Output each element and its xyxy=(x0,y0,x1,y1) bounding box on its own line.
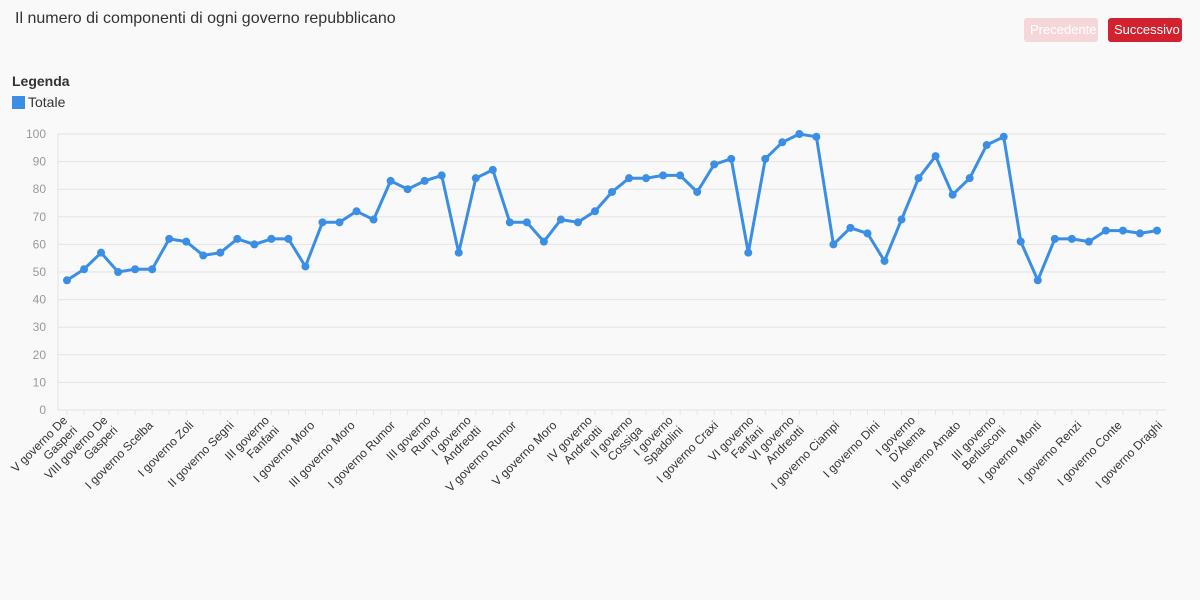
data-point xyxy=(744,248,753,257)
data-point xyxy=(233,234,242,243)
data-point xyxy=(386,176,395,185)
data-point xyxy=(1033,276,1042,285)
data-point xyxy=(880,256,889,265)
data-point xyxy=(284,234,293,243)
data-point xyxy=(659,171,668,180)
data-point xyxy=(1153,226,1161,235)
data-point xyxy=(1118,226,1127,235)
y-tick-label: 100 xyxy=(26,127,46,141)
data-point xyxy=(454,248,463,257)
y-tick-label: 90 xyxy=(33,155,47,169)
data-point xyxy=(556,215,565,224)
y-tick-label: 10 xyxy=(33,375,47,389)
data-point xyxy=(914,174,923,183)
data-point xyxy=(727,154,736,163)
data-point xyxy=(1135,229,1144,238)
legend-swatch xyxy=(12,95,25,109)
y-tick-label: 30 xyxy=(33,320,47,334)
data-point xyxy=(267,234,276,243)
data-point xyxy=(352,207,361,216)
data-point xyxy=(999,132,1008,141)
y-tick-label: 80 xyxy=(33,182,47,196)
series-line-totale xyxy=(65,132,1159,282)
data-point xyxy=(301,262,310,271)
data-point xyxy=(369,215,378,224)
data-point xyxy=(114,268,123,276)
data-point xyxy=(676,171,685,180)
data-point xyxy=(488,165,497,174)
previous-button[interactable]: Precedente xyxy=(1024,18,1098,42)
data-point xyxy=(403,185,412,194)
legend-title: Legenda xyxy=(12,73,70,89)
chart-title: Il numero di componenti di ogni governo … xyxy=(15,10,396,27)
data-point xyxy=(471,174,480,183)
legend-label: Totale xyxy=(28,94,66,110)
data-point xyxy=(97,248,106,257)
data-point xyxy=(80,265,89,274)
data-point xyxy=(539,237,548,246)
data-point xyxy=(522,218,531,227)
data-point xyxy=(948,190,957,199)
data-point xyxy=(812,132,821,141)
data-point xyxy=(335,218,344,227)
data-point xyxy=(437,171,446,180)
y-tick-label: 40 xyxy=(33,293,47,307)
data-point xyxy=(1016,237,1025,246)
data-point xyxy=(897,215,906,224)
data-point xyxy=(318,218,327,227)
data-point xyxy=(795,130,804,138)
y-tick-label: 60 xyxy=(33,237,47,251)
data-point xyxy=(573,218,582,227)
data-point xyxy=(63,276,71,285)
data-point xyxy=(216,248,225,257)
next-button[interactable]: Successivo xyxy=(1108,18,1182,42)
data-point xyxy=(608,187,616,196)
y-tick-label: 0 xyxy=(39,403,46,417)
data-point xyxy=(931,152,940,161)
data-point xyxy=(165,234,174,243)
data-point xyxy=(846,223,855,232)
legend-item-totale[interactable]: Totale xyxy=(12,93,65,111)
data-point xyxy=(1101,226,1110,235)
data-point xyxy=(778,138,787,147)
data-point xyxy=(590,207,599,216)
y-tick-label: 20 xyxy=(33,348,47,362)
data-point xyxy=(250,240,259,249)
data-point xyxy=(505,218,514,227)
data-point xyxy=(148,265,157,274)
data-point xyxy=(1050,234,1059,243)
data-point xyxy=(693,187,702,196)
data-point xyxy=(131,265,140,274)
data-point xyxy=(1067,234,1076,243)
data-point xyxy=(182,237,191,246)
y-tick-label: 50 xyxy=(33,265,47,279)
data-point xyxy=(642,174,651,183)
data-point xyxy=(199,251,208,260)
data-point xyxy=(965,174,974,183)
data-point xyxy=(710,160,719,169)
data-point xyxy=(761,154,770,163)
y-tick-label: 70 xyxy=(33,210,47,224)
data-point xyxy=(829,240,838,249)
data-point xyxy=(420,176,429,185)
data-point xyxy=(1084,237,1093,246)
data-point xyxy=(982,141,991,150)
data-point xyxy=(863,229,872,238)
data-point xyxy=(625,174,634,183)
